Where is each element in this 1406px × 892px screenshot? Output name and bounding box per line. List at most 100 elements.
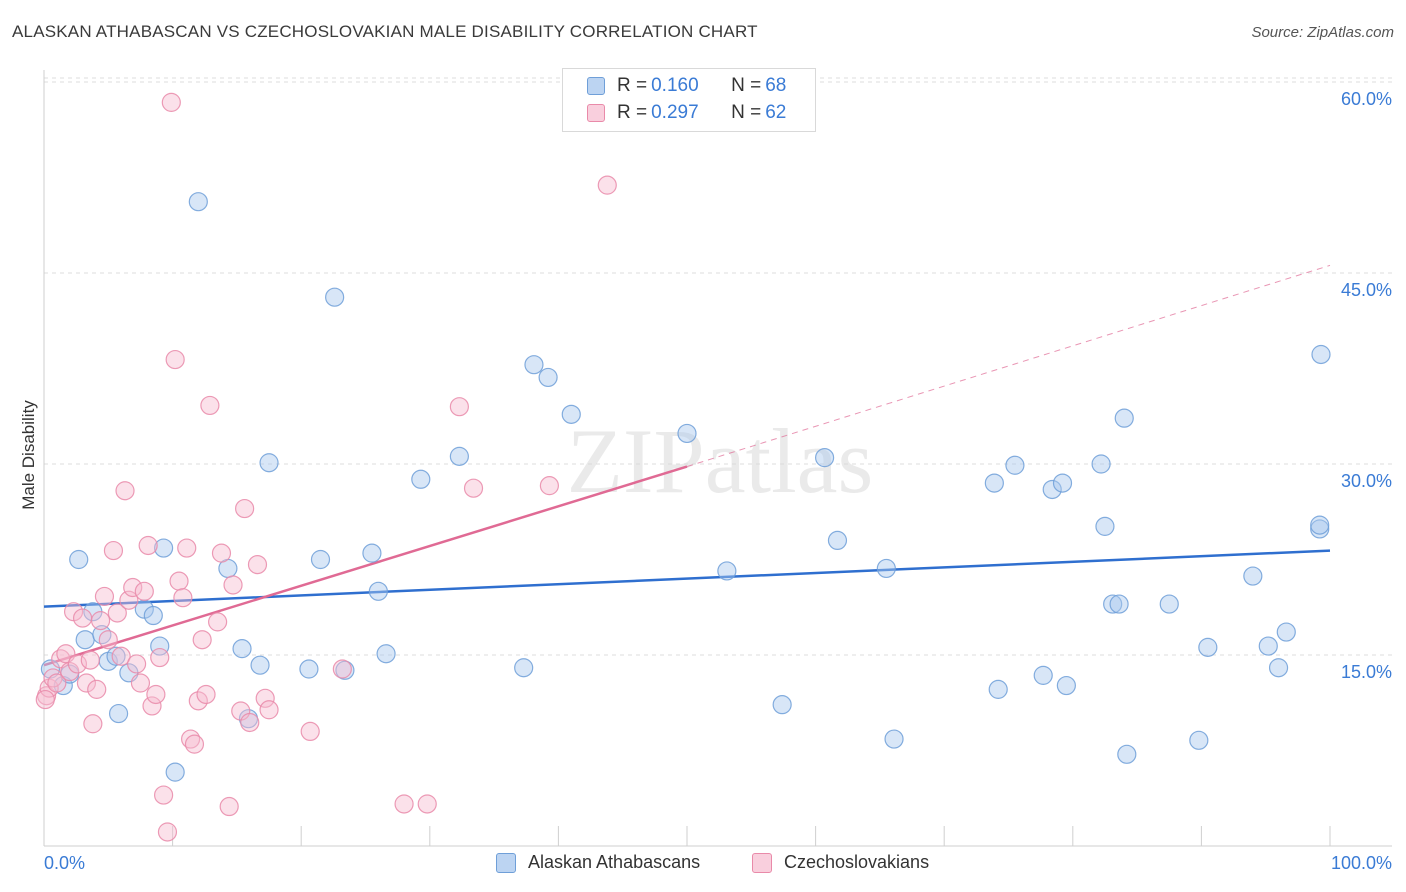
- axes: [43, 70, 1392, 847]
- czech-point: [300, 721, 320, 742]
- czech-trend-extension: [686, 264, 1331, 468]
- czech-point: [111, 646, 131, 666]
- czech-point: [332, 659, 352, 679]
- y-tick-label: 15.0%: [1341, 662, 1392, 682]
- alaskan-point: [250, 655, 270, 675]
- tick-labels: 15.0% 30.0% 45.0% 60.0% 0.0% 100.0%: [44, 89, 1392, 873]
- alaskan-point: [1117, 744, 1137, 764]
- trend-lines: [43, 264, 1331, 667]
- czech-point: [177, 538, 197, 558]
- alaskan-trend-line: [43, 549, 1331, 608]
- alaskan-point: [153, 538, 174, 558]
- alaskan-point: [524, 355, 544, 375]
- alaskan-point: [1052, 473, 1073, 493]
- data-points: [35, 92, 1331, 842]
- czech-point: [107, 603, 127, 623]
- czech-point: [90, 611, 111, 631]
- legend-row-czech: R = 0.297 N = 62: [587, 100, 786, 126]
- alaskan-point: [1005, 455, 1025, 475]
- alaskan-point: [1042, 479, 1062, 500]
- czech-point: [47, 673, 67, 693]
- legend-item-alaskan[interactable]: Alaskan Athabascans: [496, 852, 700, 873]
- czech-point: [211, 543, 232, 563]
- czech-point: [67, 654, 88, 674]
- czech-point: [134, 581, 154, 601]
- alaskan-point: [362, 543, 382, 563]
- czech-point: [126, 654, 147, 674]
- czech-point: [240, 712, 260, 733]
- czech-point: [184, 734, 205, 754]
- alaskan-point: [1033, 665, 1053, 685]
- alaskan-point: [1189, 730, 1209, 750]
- legend-label: Alaskan Athabascans: [528, 852, 701, 872]
- alaskan-point: [188, 192, 208, 212]
- czech-point: [123, 577, 143, 598]
- czech-point: [35, 689, 55, 710]
- alaskan-point: [106, 646, 126, 666]
- r-label: R =: [617, 75, 648, 96]
- alaskan-point: [538, 367, 558, 388]
- czech-point: [161, 92, 181, 112]
- czech-point: [60, 661, 80, 682]
- legend-swatch-blue: [587, 77, 605, 95]
- czech-point: [394, 794, 414, 814]
- czech-point: [196, 684, 216, 705]
- alaskan-point: [1198, 637, 1218, 657]
- alaskan-point: [411, 469, 431, 489]
- czech-point: [130, 673, 151, 693]
- alaskan-point: [299, 659, 319, 679]
- czech-point: [94, 586, 115, 607]
- alaskan-point: [449, 446, 469, 466]
- alaskan-point: [1268, 658, 1289, 678]
- czech-point: [83, 714, 103, 734]
- alaskan-point: [1095, 516, 1115, 536]
- alaskan-point: [1311, 344, 1331, 365]
- czech-point: [247, 554, 268, 575]
- alaskan-point: [325, 287, 345, 307]
- alaskan-point: [259, 453, 279, 473]
- series-legend: Alaskan Athabascans Czechoslovakians: [0, 852, 1406, 878]
- alaskan-point: [815, 448, 835, 468]
- n-value: 62: [765, 102, 787, 123]
- alaskan-point: [368, 581, 388, 601]
- alaskan-point: [1276, 622, 1296, 642]
- czech-point: [219, 796, 239, 817]
- czech-point: [169, 571, 189, 591]
- alaskan-point: [677, 423, 697, 444]
- czech-point: [72, 608, 93, 628]
- correlation-legend: R = 0.160 N = 68 R = 0.297 N = 62: [562, 68, 816, 132]
- n-value: 68: [765, 75, 787, 96]
- alaskan-point: [108, 703, 129, 724]
- czech-point: [208, 612, 228, 632]
- czech-point: [449, 397, 469, 417]
- alaskan-point: [1109, 594, 1129, 614]
- alaskan-point: [1091, 454, 1111, 474]
- alaskan-point: [876, 558, 896, 579]
- alaskan-point: [1114, 408, 1134, 428]
- n-label: N =: [731, 75, 762, 96]
- czech-point: [181, 729, 201, 749]
- czech-point: [87, 679, 107, 699]
- czech-point: [153, 785, 174, 805]
- x-tick-label: 0.0%: [44, 853, 85, 873]
- czech-point: [188, 691, 208, 711]
- alaskan-point: [772, 695, 792, 715]
- alaskan-point: [984, 473, 1004, 493]
- czech-trend-line: [43, 465, 688, 667]
- czech-point: [119, 590, 139, 610]
- chart-title: ALASKAN ATHABASCAN VS CZECHOSLOVAKIAN MA…: [12, 22, 758, 41]
- alaskan-point: [561, 404, 581, 424]
- czech-point: [157, 822, 178, 842]
- watermark: ZIPatlas: [567, 410, 874, 512]
- czech-point: [417, 794, 437, 814]
- r-value: 0.297: [651, 102, 699, 123]
- czech-point: [150, 647, 170, 668]
- alaskan-point: [1103, 594, 1123, 614]
- alaskan-point: [1056, 675, 1076, 696]
- legend-item-czech[interactable]: Czechoslovakians: [752, 852, 929, 873]
- czech-point: [142, 696, 162, 716]
- czech-point: [597, 175, 617, 195]
- y-axis-label: Male Disability: [19, 400, 38, 510]
- alaskan-point: [165, 762, 185, 782]
